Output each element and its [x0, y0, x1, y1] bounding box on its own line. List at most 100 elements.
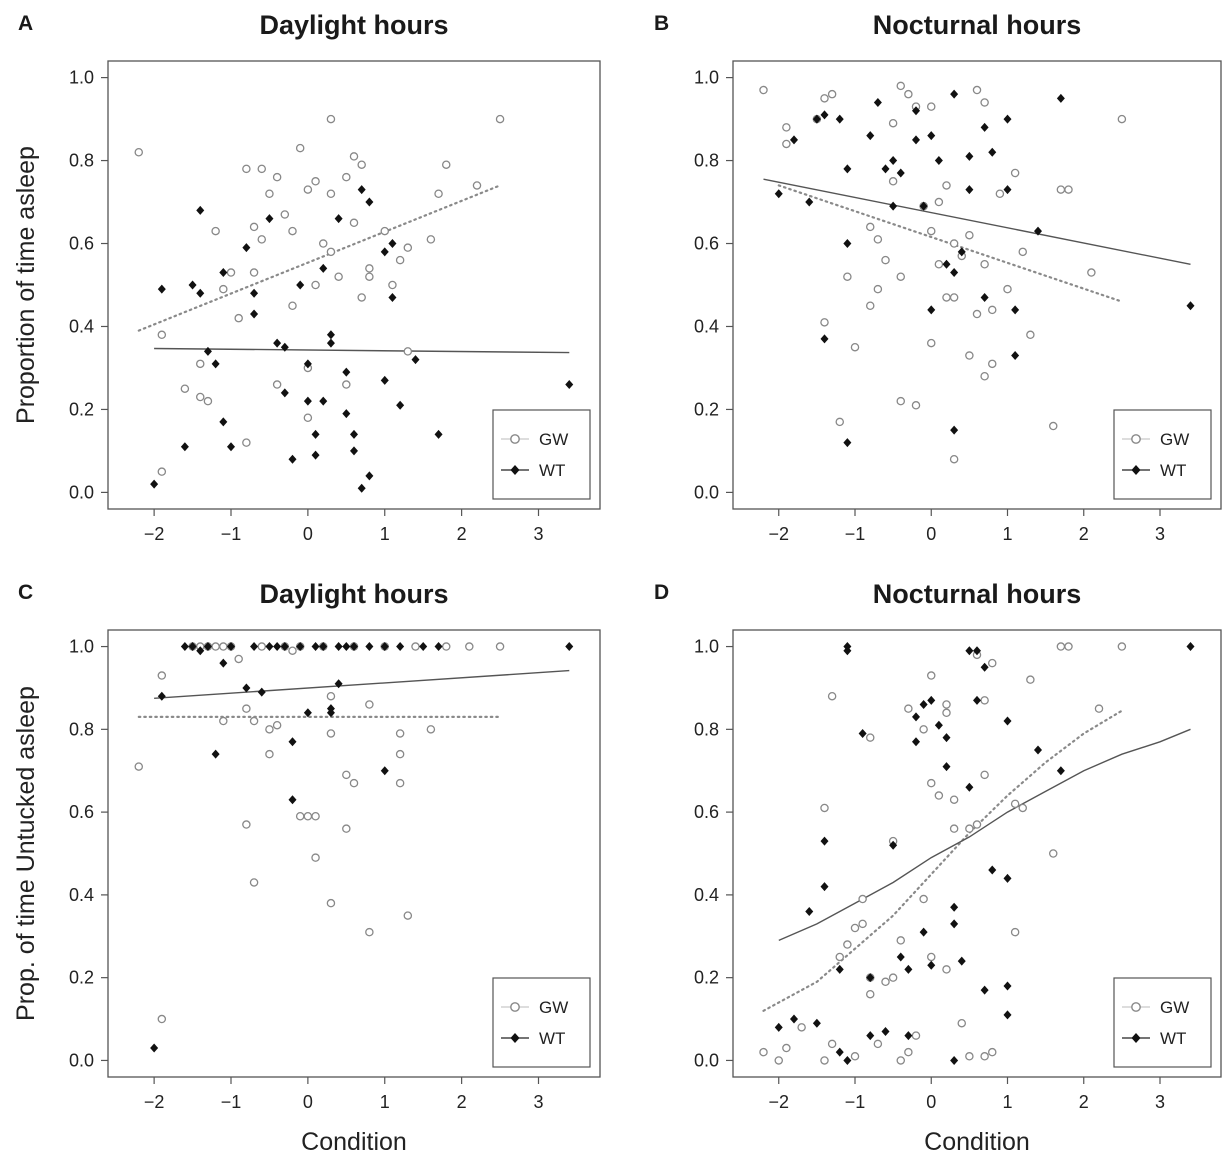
gw-point: [211, 226, 220, 236]
wt-point: [342, 409, 351, 419]
gw-point: [1010, 927, 1020, 937]
wt-point: [843, 1055, 852, 1065]
gw-point: [759, 85, 768, 95]
x-tick-label: 1: [380, 1092, 390, 1112]
wt-point: [843, 646, 852, 656]
wt-point: [380, 642, 389, 652]
gw-point: [888, 177, 898, 186]
gw-point: [242, 820, 251, 829]
wt-point: [350, 429, 358, 439]
gw-point: [797, 1023, 806, 1032]
wt-point: [388, 292, 397, 302]
gw-point: [866, 301, 875, 310]
gw-point: [249, 268, 259, 277]
gw-point: [403, 347, 413, 356]
y-tick-label: 1.0: [694, 68, 719, 88]
gw-point: [411, 642, 420, 651]
gw-point: [249, 716, 259, 726]
gw-point: [911, 401, 921, 410]
wt-point: [303, 359, 312, 369]
wt-point: [835, 964, 844, 974]
gw-point: [965, 351, 974, 360]
wt-point: [812, 114, 821, 124]
legend-label-gw: GW: [1160, 430, 1189, 449]
gw-point: [295, 812, 305, 821]
gw-point: [782, 1043, 791, 1053]
wt-point: [904, 1031, 913, 1041]
gw-point: [858, 894, 867, 904]
wt-point: [843, 438, 852, 448]
gw-point: [919, 725, 928, 734]
gw-point: [1049, 849, 1058, 858]
wt-point: [1003, 185, 1012, 195]
wt-point: [805, 197, 814, 207]
wt-point: [1003, 716, 1012, 726]
gw-point: [904, 1047, 913, 1057]
gw-point: [942, 708, 951, 718]
y-tick-label: 0.4: [694, 885, 719, 905]
wt-point: [311, 450, 320, 460]
gw-point: [434, 189, 443, 198]
wt-point: [434, 429, 443, 439]
wt-point: [973, 695, 981, 705]
gw-point: [280, 210, 290, 219]
wt-point: [434, 642, 443, 652]
gw-point: [395, 749, 405, 759]
x-tick-label: −1: [221, 1092, 242, 1112]
gw-point: [942, 700, 951, 709]
gw-point: [972, 820, 982, 829]
wt-point: [242, 683, 251, 693]
y-tick-label: 0.4: [69, 316, 94, 336]
y-tick-label: 0.2: [69, 968, 94, 988]
gw-point: [911, 1031, 921, 1040]
panel-letter: C: [18, 581, 33, 604]
gw-point: [234, 654, 243, 664]
gw-point: [157, 1014, 167, 1024]
wt-point: [820, 110, 829, 120]
wt-point: [1011, 305, 1020, 315]
gw-point: [303, 185, 313, 194]
wt-point: [265, 214, 274, 224]
x-tick-label: 3: [533, 524, 543, 544]
wt-point: [565, 380, 574, 390]
wt-point: [820, 882, 829, 892]
gw-point: [949, 824, 959, 833]
wt-point: [219, 268, 228, 278]
wt-point: [150, 479, 159, 489]
legend-label-gw: GW: [539, 430, 568, 449]
wt-point: [265, 642, 274, 652]
gw-point: [1056, 642, 1066, 651]
gw-point: [896, 1056, 906, 1065]
wt-point: [965, 782, 974, 792]
wt-point: [934, 720, 943, 730]
wt-point: [919, 201, 928, 211]
gw-point: [827, 691, 837, 701]
wt-point: [790, 135, 798, 145]
legend-marker-gw: [510, 434, 520, 444]
gw-point: [1018, 803, 1028, 813]
wt-point: [873, 97, 882, 107]
wt-point: [980, 985, 989, 995]
wt-point: [250, 642, 259, 652]
gw-point: [326, 898, 336, 908]
x-tick-label: −2: [768, 1092, 789, 1112]
wt-point: [1056, 93, 1065, 103]
x-tick-label: −2: [768, 524, 789, 544]
gw-point: [180, 384, 190, 393]
fit-line-wt: [778, 728, 1191, 942]
gw-point: [1056, 185, 1066, 194]
gw-point: [988, 305, 997, 315]
wt-point: [812, 1018, 821, 1028]
wt-point: [227, 442, 235, 452]
y-tick-label: 0.0: [69, 1050, 94, 1070]
gw-point: [927, 226, 936, 236]
fit-line-wt: [154, 347, 570, 354]
wt-point: [904, 964, 913, 974]
wt-point: [280, 642, 289, 652]
gw-point: [949, 795, 959, 804]
gw-point: [843, 272, 852, 281]
gw-point: [949, 239, 959, 248]
gw-point: [426, 235, 436, 244]
wt-point: [365, 197, 374, 207]
gw-point: [288, 301, 297, 310]
